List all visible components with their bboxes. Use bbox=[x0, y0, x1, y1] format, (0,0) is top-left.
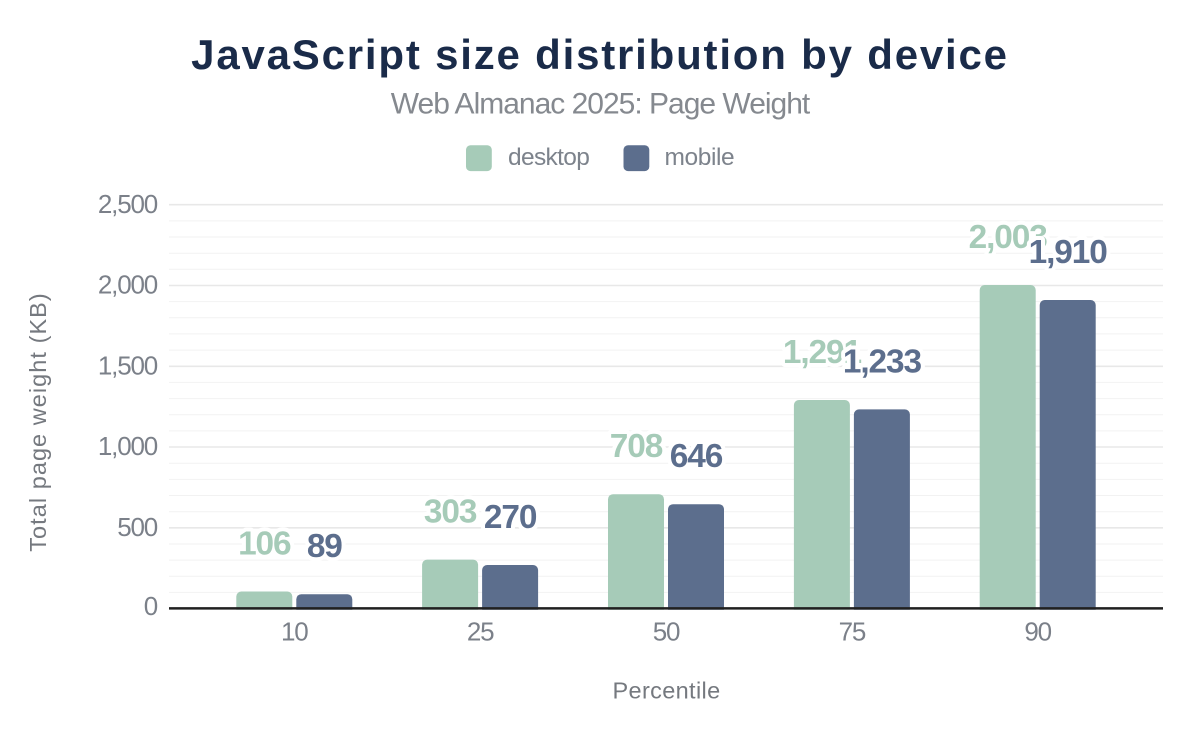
svg-text:1,291: 1,291 bbox=[783, 334, 862, 371]
svg-text:106: 106 bbox=[238, 526, 291, 563]
svg-text:2,000: 2,000 bbox=[98, 270, 158, 300]
svg-text:50: 50 bbox=[653, 617, 680, 647]
svg-text:1,000: 1,000 bbox=[98, 431, 158, 461]
svg-text:75: 75 bbox=[839, 617, 866, 647]
svg-text:25: 25 bbox=[467, 617, 494, 647]
svg-text:2,003: 2,003 bbox=[969, 219, 1048, 256]
svg-text:90: 90 bbox=[1024, 617, 1051, 647]
svg-text:2,500: 2,500 bbox=[98, 189, 158, 219]
svg-text:646: 646 bbox=[670, 438, 723, 475]
svg-text:500: 500 bbox=[117, 512, 158, 542]
svg-text:Total page weight (KB): Total page weight (KB) bbox=[25, 292, 51, 552]
svg-text:desktop: desktop bbox=[508, 144, 589, 171]
svg-text:303: 303 bbox=[424, 494, 477, 531]
svg-text:Web Almanac 2025: Page Weight: Web Almanac 2025: Page Weight bbox=[391, 88, 811, 121]
svg-text:JavaScript size distribution b: JavaScript size distribution by device bbox=[191, 31, 1009, 78]
svg-text:10: 10 bbox=[281, 617, 308, 647]
svg-text:270: 270 bbox=[484, 499, 537, 536]
svg-text:708: 708 bbox=[610, 428, 663, 465]
svg-text:0: 0 bbox=[144, 591, 158, 621]
svg-text:Percentile: Percentile bbox=[613, 678, 721, 704]
svg-text:1,233: 1,233 bbox=[843, 343, 922, 380]
svg-text:89: 89 bbox=[307, 528, 342, 565]
svg-text:1,910: 1,910 bbox=[1029, 234, 1108, 271]
svg-text:1,500: 1,500 bbox=[98, 351, 158, 381]
svg-text:mobile: mobile bbox=[665, 144, 735, 171]
